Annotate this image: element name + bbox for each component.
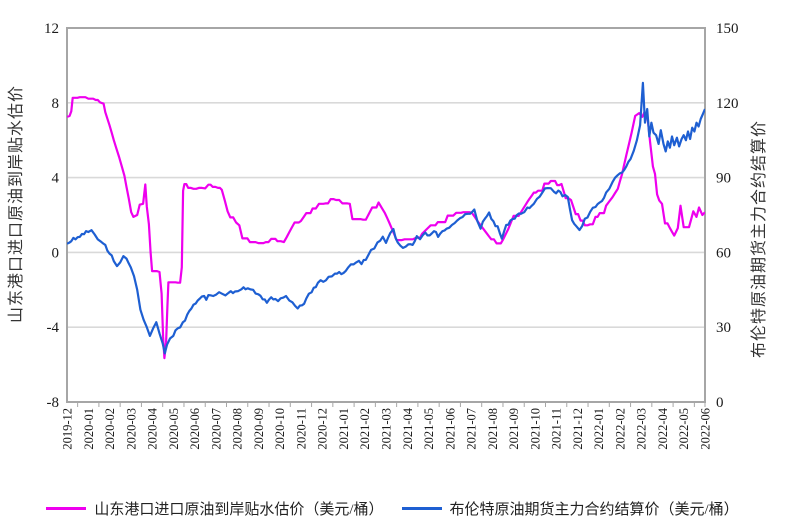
x-axis-tick-label: 2022-04 — [656, 407, 670, 449]
x-axis-tick-label: 2021-09 — [507, 408, 521, 450]
x-axis-tick-label: 2020-10 — [273, 408, 287, 450]
legend-item-brent-settlement: 布伦特原油期货主力合约结算价（美元/桶） — [401, 498, 739, 519]
legend-label: 布伦特原油期货主力合约结算价（美元/桶） — [449, 502, 739, 518]
x-axis-tick-label: 2020-07 — [209, 408, 223, 450]
x-axis-tick-label: 2021-11 — [550, 408, 564, 449]
x-axis-tick-label: 2021-01 — [337, 408, 351, 450]
series-line-shandong-premium — [67, 96, 705, 360]
x-axis-tick-label: 2022-03 — [635, 408, 649, 450]
legend-item-shandong-premium: 山东港口进口原油到岸贴水估价（美元/桶） — [46, 498, 384, 519]
x-axis-tick-label: 2021-12 — [571, 408, 585, 450]
left-axis-tick-label: 8 — [52, 96, 60, 112]
chart-legend: 山东港口进口原油到岸贴水估价（美元/桶） 布伦特原油期货主力合约结算价（美元/桶… — [0, 498, 785, 519]
x-axis-tick-label: 2021-10 — [528, 408, 542, 450]
x-axis-tick-label: 2021-05 — [422, 408, 436, 450]
x-axis-tick-label: 2020-11 — [294, 408, 308, 449]
left-axis-tick-label: 0 — [52, 245, 60, 261]
right-axis-title: 布伦特原油期货主力合约结算价 — [751, 120, 768, 359]
x-axis-tick-label: 2022-01 — [592, 408, 606, 450]
x-axis-tick-label: 2020-04 — [146, 407, 160, 449]
left-axis-title: 山东港口进口原油到岸贴水估价 — [8, 85, 25, 324]
right-axis-tick-label: 90 — [716, 171, 731, 187]
x-axis-tick-label: 2020-05 — [167, 408, 181, 450]
x-axis-tick-label: 2020-08 — [231, 408, 245, 450]
x-axis-tick-label: 2020-03 — [124, 408, 138, 450]
right-axis-tick-label: 60 — [716, 245, 731, 261]
x-axis-tick-label: 2020-09 — [252, 408, 266, 450]
x-axis-tick-label: 2020-01 — [82, 408, 96, 450]
right-axis-tick-label: 120 — [716, 96, 739, 112]
x-axis-tick-label: 2021-06 — [443, 408, 457, 450]
x-axis-tick-label: 2022-06 — [699, 408, 713, 450]
plot-border — [66, 27, 706, 403]
x-axis-tick-label: 2019-12 — [61, 408, 75, 450]
right-axis-tick-label: 0 — [716, 395, 724, 411]
x-axis-tick-label: 2022-02 — [613, 408, 627, 450]
right-axis-tick-label: 150 — [716, 21, 739, 37]
left-axis-tick-label: -8 — [47, 395, 60, 411]
left-axis-tick-label: 4 — [52, 171, 60, 187]
x-axis-tick-label: 2021-07 — [465, 408, 479, 450]
x-axis-tick-label: 2021-02 — [358, 408, 372, 450]
x-axis-tick-label: 2021-04 — [401, 407, 415, 449]
x-axis-tick-label: 2020-02 — [103, 408, 117, 450]
legend-line-swatch-magenta — [46, 507, 87, 510]
legend-label: 山东港口进口原油到岸贴水估价（美元/桶） — [94, 502, 384, 518]
x-axis-tick-label: 2021-03 — [380, 408, 394, 450]
left-axis-tick-label: 12 — [44, 21, 59, 37]
x-axis-tick-label: 2022-05 — [677, 408, 691, 450]
x-axis-tick-label: 2020-12 — [316, 408, 330, 450]
x-axis-tick-label: 2020-06 — [188, 408, 202, 450]
series-line-brent-settlement — [67, 81, 705, 355]
x-axis-tick-label: 2021-08 — [486, 408, 500, 450]
right-axis-tick-label: 30 — [716, 320, 731, 336]
left-axis-tick-label: -4 — [47, 320, 60, 336]
legend-line-swatch-blue — [401, 507, 442, 510]
